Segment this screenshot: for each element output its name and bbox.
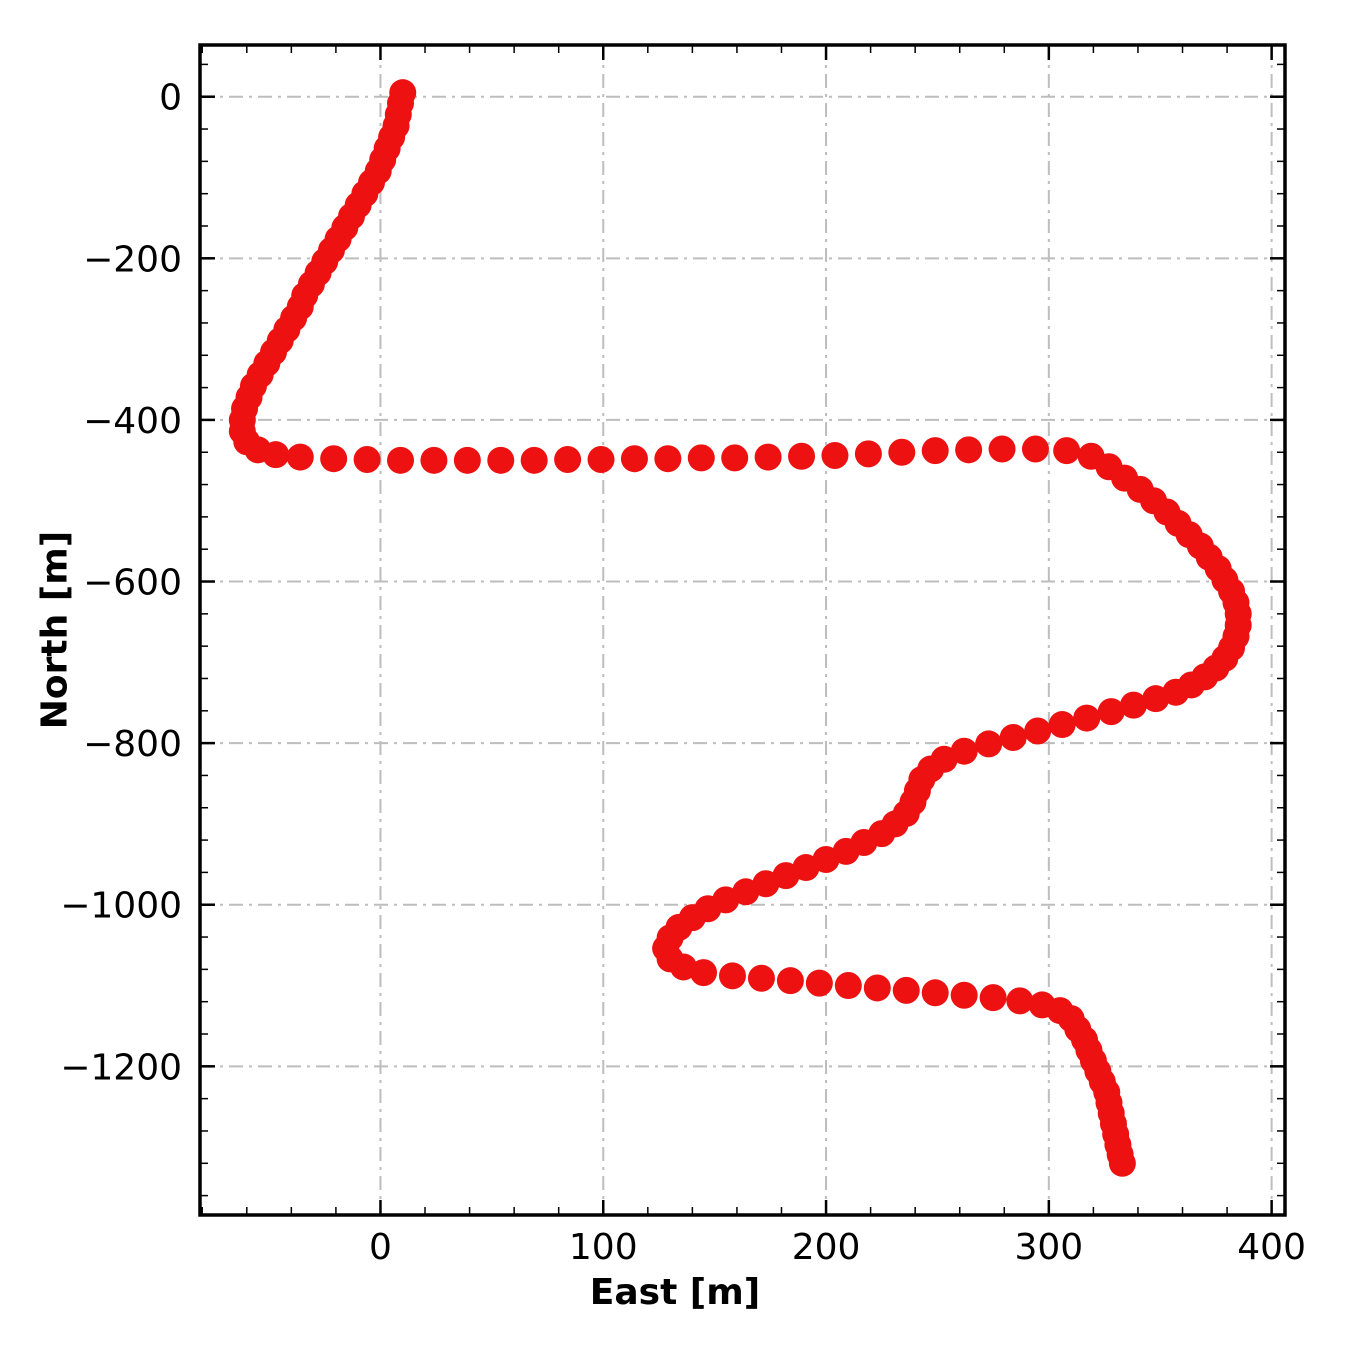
trajectory-point	[262, 441, 290, 469]
y-tick-label: −800	[83, 724, 182, 765]
trajectory-point	[1048, 711, 1076, 739]
trajectory-point	[892, 976, 920, 1004]
trajectory-point	[353, 446, 381, 474]
trajectory-point	[690, 959, 718, 987]
trajectory-point	[1021, 435, 1049, 463]
x-axis-label: East [m]	[589, 1272, 761, 1313]
y-tick-label: −1000	[60, 886, 182, 927]
trajectory-point	[554, 446, 582, 474]
trajectory-point	[520, 446, 548, 474]
trajectory-point	[821, 441, 849, 469]
trajectory-point	[921, 437, 949, 465]
trajectory-point	[863, 974, 891, 1002]
trajectory-point	[1024, 717, 1052, 745]
trajectory-point	[754, 443, 782, 471]
trajectory-point	[1006, 987, 1034, 1015]
trajectory-point	[834, 972, 862, 1000]
trajectory-point	[1053, 437, 1081, 465]
y-tick-label: −600	[83, 563, 182, 604]
trajectory-point	[888, 438, 916, 466]
trajectory-point	[975, 730, 1003, 758]
trajectory-point	[487, 446, 515, 474]
trajectory-point	[721, 444, 749, 472]
y-tick-label: −1200	[60, 1047, 182, 1088]
trajectory-point	[950, 981, 978, 1009]
x-tick-label: 400	[1237, 1227, 1306, 1268]
x-tick-label: 100	[569, 1227, 638, 1268]
trajectory-point	[988, 435, 1016, 463]
trajectory-point	[955, 436, 983, 464]
trajectory-point	[921, 979, 949, 1007]
trajectory-point	[788, 442, 816, 470]
trajectory-point	[420, 446, 448, 474]
trajectory-point	[979, 984, 1007, 1012]
trajectory-point	[805, 969, 833, 997]
trajectory-point	[286, 443, 314, 471]
y-axis-label: North [m]	[34, 530, 76, 730]
y-tick-label: −400	[83, 401, 182, 442]
trajectory-point	[747, 964, 775, 992]
trajectory-point	[1142, 685, 1170, 713]
x-tick-label: 200	[792, 1227, 861, 1268]
trajectory-point	[1108, 1149, 1136, 1177]
trajectory-point	[320, 445, 348, 473]
trajectory-point	[1097, 698, 1125, 726]
trajectory-point	[776, 967, 804, 995]
trajectory-point	[453, 446, 481, 474]
trajectory-point	[1073, 704, 1101, 732]
y-tick-label: −200	[83, 239, 182, 280]
y-tick-label: 0	[159, 78, 182, 119]
trajectory-point	[854, 440, 882, 468]
trajectory-point	[654, 445, 682, 473]
plot-border	[198, 43, 1287, 1217]
trajectory-point	[999, 723, 1027, 751]
trajectory-point	[620, 445, 648, 473]
x-tick-label: 0	[369, 1227, 392, 1268]
trajectory-point	[687, 444, 715, 472]
trajectory-point	[387, 446, 415, 474]
trajectory-point	[1120, 691, 1148, 719]
trajectory-point	[718, 962, 746, 990]
x-tick-label: 300	[1014, 1227, 1083, 1268]
trajectory-point	[587, 446, 615, 474]
